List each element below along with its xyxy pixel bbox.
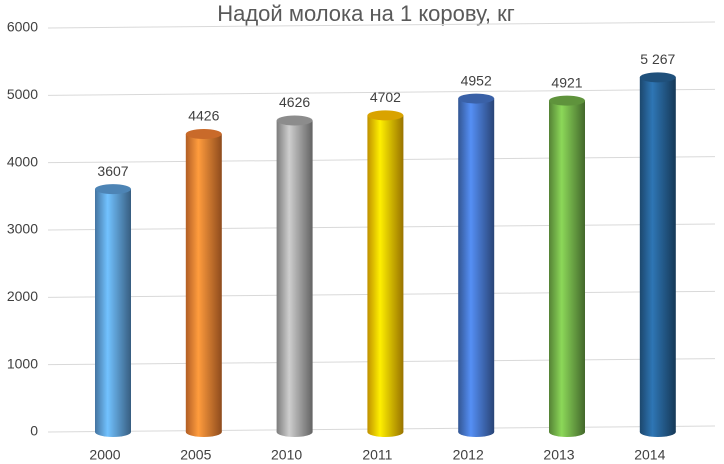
- y-tick-label: 1000: [7, 355, 38, 371]
- value-label: 4921: [551, 74, 582, 90]
- bar: [458, 98, 495, 432]
- x-tick-label: 2014: [634, 447, 665, 463]
- value-label: 4702: [370, 89, 401, 105]
- bar: [185, 133, 222, 432]
- bar-cap: [549, 95, 585, 106]
- x-tick-label: 2012: [453, 447, 484, 463]
- bar-cap: [639, 72, 676, 83]
- bar-cap: [367, 110, 404, 121]
- x-tick-label: 2013: [543, 447, 574, 463]
- bar-cap: [185, 128, 222, 139]
- bar: [639, 77, 676, 432]
- chart-title: Надой молока на 1 корову, кг: [217, 1, 515, 26]
- bar: [95, 189, 131, 432]
- bar: [276, 120, 313, 433]
- y-tick-label: 0: [30, 423, 38, 439]
- value-label: 4952: [461, 72, 492, 88]
- value-label: 3607: [97, 163, 128, 179]
- x-tick-label: 2005: [180, 447, 211, 463]
- x-tick-label: 2011: [362, 447, 392, 463]
- bar-cap: [276, 115, 313, 126]
- value-label: 4426: [188, 108, 219, 124]
- y-tick-label: 3000: [7, 221, 38, 237]
- value-label: 5 267: [640, 51, 675, 67]
- grid-line: [47, 88, 716, 96]
- value-label: 4626: [279, 94, 310, 110]
- x-tick-label: 2010: [271, 447, 302, 463]
- grid-line: [47, 21, 716, 29]
- bar-cap: [95, 184, 131, 195]
- y-tick-label: 4000: [7, 153, 38, 169]
- x-tick-label: 2000: [89, 447, 120, 463]
- bar-cap: [458, 93, 495, 104]
- y-tick-label: 2000: [7, 288, 38, 304]
- y-tick-label: 6000: [7, 19, 38, 35]
- bar: [549, 100, 585, 433]
- bar: [367, 115, 404, 432]
- y-tick-label: 5000: [7, 86, 38, 102]
